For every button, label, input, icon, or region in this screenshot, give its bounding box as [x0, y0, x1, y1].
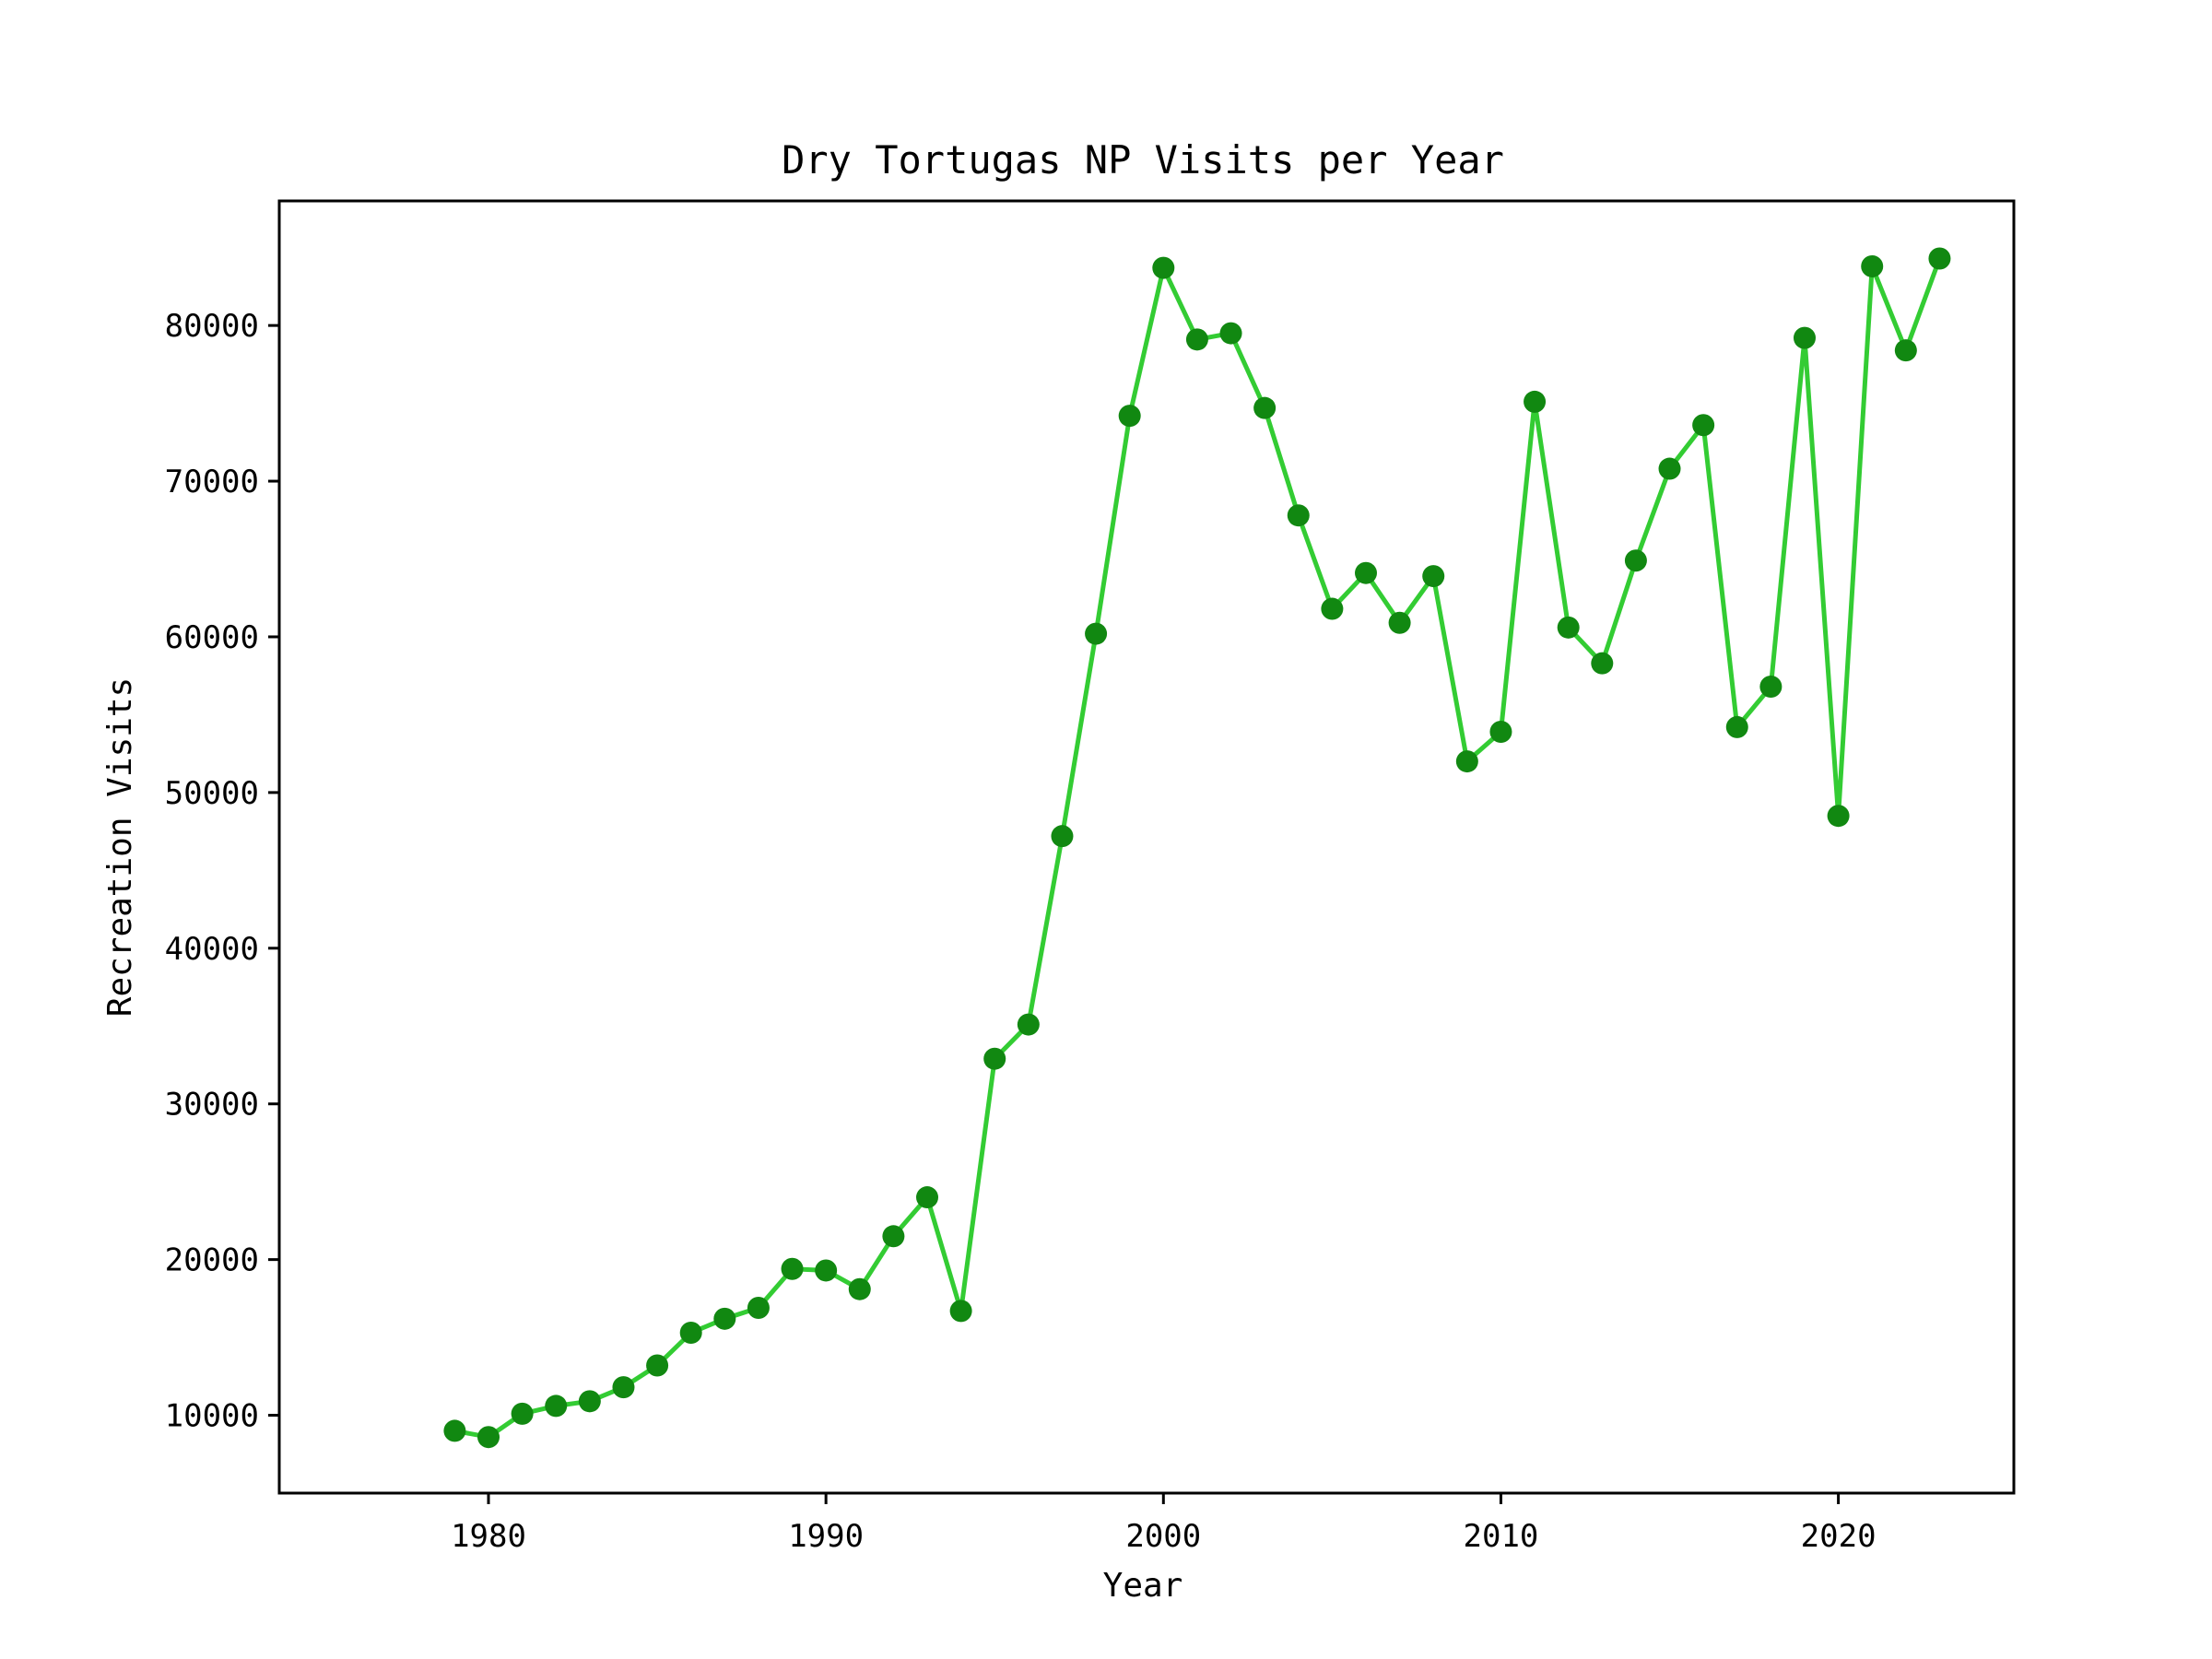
- data-point: [713, 1307, 736, 1330]
- series-layer: [443, 247, 1951, 1449]
- x-tick-label: 2020: [1801, 1518, 1877, 1555]
- data-point: [1321, 597, 1344, 620]
- x-tick-label: 2010: [1464, 1518, 1539, 1555]
- data-point: [882, 1225, 905, 1248]
- y-tick-label: 40000: [165, 931, 259, 968]
- x-axis-label: Year: [1103, 1567, 1183, 1605]
- y-tick-label: 10000: [165, 1398, 259, 1435]
- y-axis-label: Recreation Visits: [101, 677, 139, 1017]
- data-point: [1692, 414, 1715, 437]
- series-line: [453, 257, 1942, 1440]
- data-point: [1152, 256, 1175, 279]
- data-point: [511, 1402, 534, 1425]
- data-point: [815, 1259, 838, 1282]
- data-point: [949, 1300, 972, 1323]
- data-point: [646, 1354, 669, 1377]
- x-tick-label: 1980: [451, 1518, 526, 1555]
- y-tick-label: 80000: [165, 308, 259, 345]
- data-point: [1793, 326, 1816, 349]
- y-axis-ticks: 10000 20000 30000 40000 50000 60000 70000 80000: [165, 308, 279, 1435]
- y-tick-label: 20000: [165, 1242, 259, 1279]
- data-point: [1354, 561, 1377, 584]
- data-point: [1185, 328, 1208, 351]
- data-point: [1287, 504, 1310, 527]
- data-point: [1017, 1013, 1040, 1036]
- data-point: [1253, 396, 1277, 419]
- data-point: [747, 1296, 770, 1319]
- data-point: [1051, 825, 1074, 848]
- plot-frame: [277, 199, 2016, 1495]
- data-point: [1557, 616, 1580, 639]
- x-tick-label: 2000: [1125, 1518, 1201, 1555]
- data-point: [1658, 457, 1681, 480]
- data-point: [1489, 721, 1512, 744]
- data-point: [578, 1390, 601, 1413]
- y-tick-label: 60000: [165, 619, 259, 656]
- data-point: [1861, 254, 1884, 277]
- data-point: [983, 1047, 1006, 1070]
- data-point: [1725, 715, 1748, 738]
- x-tick-label: 1990: [788, 1518, 864, 1555]
- x-axis-ticks: 1980 1990 2000 2010 2020: [451, 1493, 1877, 1555]
- data-point: [443, 1419, 466, 1442]
- data-point: [477, 1426, 500, 1449]
- data-point: [848, 1277, 871, 1300]
- chart-title: Dry Tortugas NP Visits per Year: [782, 137, 1504, 182]
- data-point: [916, 1186, 939, 1209]
- data-point: [1455, 750, 1478, 773]
- data-point: [1894, 339, 1917, 362]
- data-point: [1624, 549, 1647, 572]
- y-tick-label: 50000: [165, 775, 259, 812]
- data-point: [1524, 390, 1547, 413]
- y-tick-label: 70000: [165, 464, 259, 500]
- data-point: [1118, 405, 1141, 428]
- data-point: [1591, 652, 1614, 675]
- y-tick-label: 30000: [165, 1087, 259, 1124]
- data-point: [679, 1322, 702, 1345]
- data-point: [1219, 322, 1242, 345]
- data-point: [1422, 565, 1445, 588]
- data-point: [1827, 805, 1850, 828]
- data-point: [1085, 622, 1108, 645]
- data-point: [781, 1257, 804, 1280]
- data-point: [545, 1394, 568, 1418]
- data-point: [1928, 247, 1951, 270]
- data-point: [1759, 676, 1783, 699]
- data-point: [612, 1376, 635, 1399]
- data-point: [1388, 611, 1411, 634]
